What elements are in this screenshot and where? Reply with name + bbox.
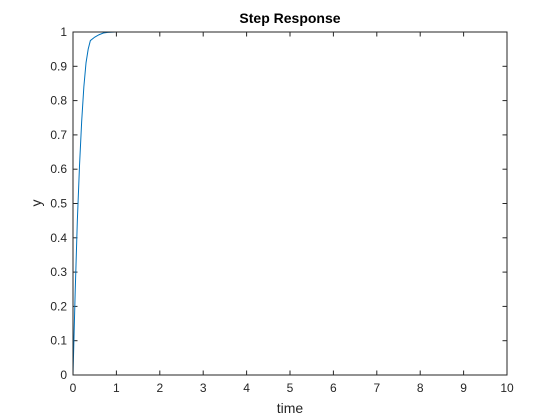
- x-tick-label: 9: [460, 381, 467, 395]
- chart-title: Step Response: [239, 10, 340, 26]
- y-axis-label: y: [28, 200, 44, 207]
- x-axis-label: time: [277, 400, 304, 416]
- x-tick-label: 3: [200, 381, 207, 395]
- x-tick-label: 2: [156, 381, 163, 395]
- plot-area: [73, 32, 507, 375]
- x-tick-label: 0: [70, 381, 77, 395]
- y-tick-label: 0: [60, 368, 67, 382]
- y-tick-label: 1: [60, 25, 67, 39]
- x-tick-label: 5: [287, 381, 294, 395]
- x-tick-label: 4: [243, 381, 250, 395]
- plot-frame: [72, 31, 508, 376]
- x-tick-label: 10: [500, 381, 514, 395]
- y-tick-label: 0.5: [50, 197, 67, 211]
- x-tick-label: 8: [417, 381, 424, 395]
- y-tick-label: 0.3: [50, 265, 67, 279]
- x-tick-label: 6: [330, 381, 337, 395]
- y-tick-label: 0.1: [50, 334, 67, 348]
- y-tick-label: 0.7: [50, 128, 67, 142]
- x-tick-label: 1: [113, 381, 120, 395]
- y-tick-label: 0.6: [50, 162, 67, 176]
- x-tick-label: 7: [373, 381, 380, 395]
- tick-labels: 0 1 2 3 4 5 6 7 8 9 10 0 0.1 0.2 0.3 0.4 0.5 0.6 0.7 0.8 0.9…: [50, 25, 514, 395]
- y-tick-label: 0.2: [50, 299, 67, 313]
- y-tick-label: 0.4: [50, 231, 67, 245]
- y-tick-label: 0.8: [50, 94, 67, 108]
- y-tick-label: 0.9: [50, 59, 67, 73]
